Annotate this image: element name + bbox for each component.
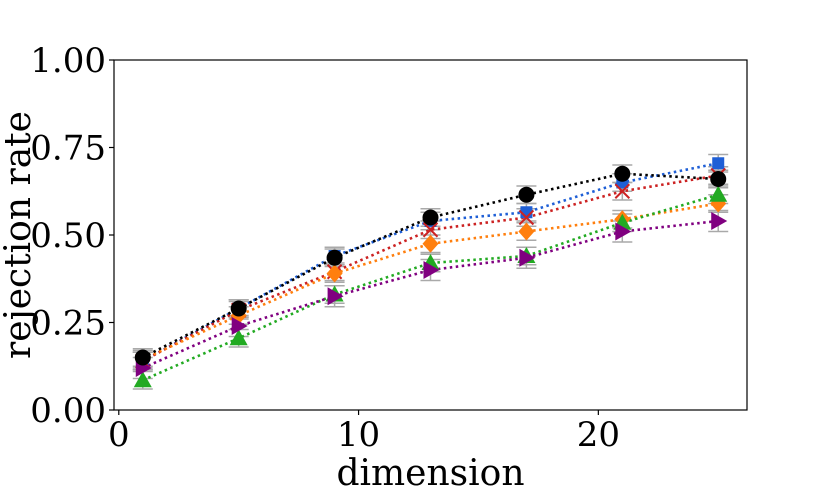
y-tick-label: 0.50 [30, 216, 106, 256]
y-tick-label: 1.00 [30, 41, 106, 81]
data-point-purple-triangle [231, 317, 248, 335]
x-tick-label: 0 [108, 415, 130, 455]
data-point-orange-diamond [422, 234, 439, 253]
data-point-black-circle [614, 165, 631, 182]
data-point-orange-diamond [326, 264, 343, 283]
data-point-red-x [422, 222, 439, 238]
data-point-purple-triangle [423, 261, 440, 279]
data-point-red-x [614, 183, 631, 199]
data-point-black-circle [518, 186, 535, 203]
data-point-green-triangle [133, 371, 152, 388]
y-tick-label: 0.25 [30, 304, 106, 344]
x-tick-label: 20 [577, 415, 620, 455]
data-point-blue-square [712, 157, 725, 170]
data-point-red-x [518, 209, 535, 226]
data-point-black-circle [422, 209, 439, 226]
y-axis-label: rejection rate [0, 111, 39, 359]
data-point-green-triangle [229, 329, 248, 346]
y-tick-label: 0.00 [30, 391, 106, 431]
series-layer [132, 153, 729, 390]
data-point-purple-triangle [615, 222, 632, 241]
data-point-black-circle [326, 249, 343, 266]
data-point-purple-triangle [711, 212, 728, 230]
axis-layer: 0 10 20 0.00 0.25 0.50 0.75 1.00 [30, 41, 620, 455]
data-point-orange-diamond [518, 222, 535, 241]
data-point-purple-triangle [327, 287, 344, 306]
data-point-purple-triangle [519, 248, 536, 267]
data-point-black-circle [710, 171, 727, 187]
data-point-black-circle [230, 300, 247, 317]
y-tick-label: 0.75 [30, 129, 106, 169]
x-tick-label: 10 [337, 415, 380, 455]
data-point-black-circle [134, 349, 151, 366]
data-point-green-triangle [709, 185, 728, 202]
x-axis-label: dimension [336, 453, 524, 494]
